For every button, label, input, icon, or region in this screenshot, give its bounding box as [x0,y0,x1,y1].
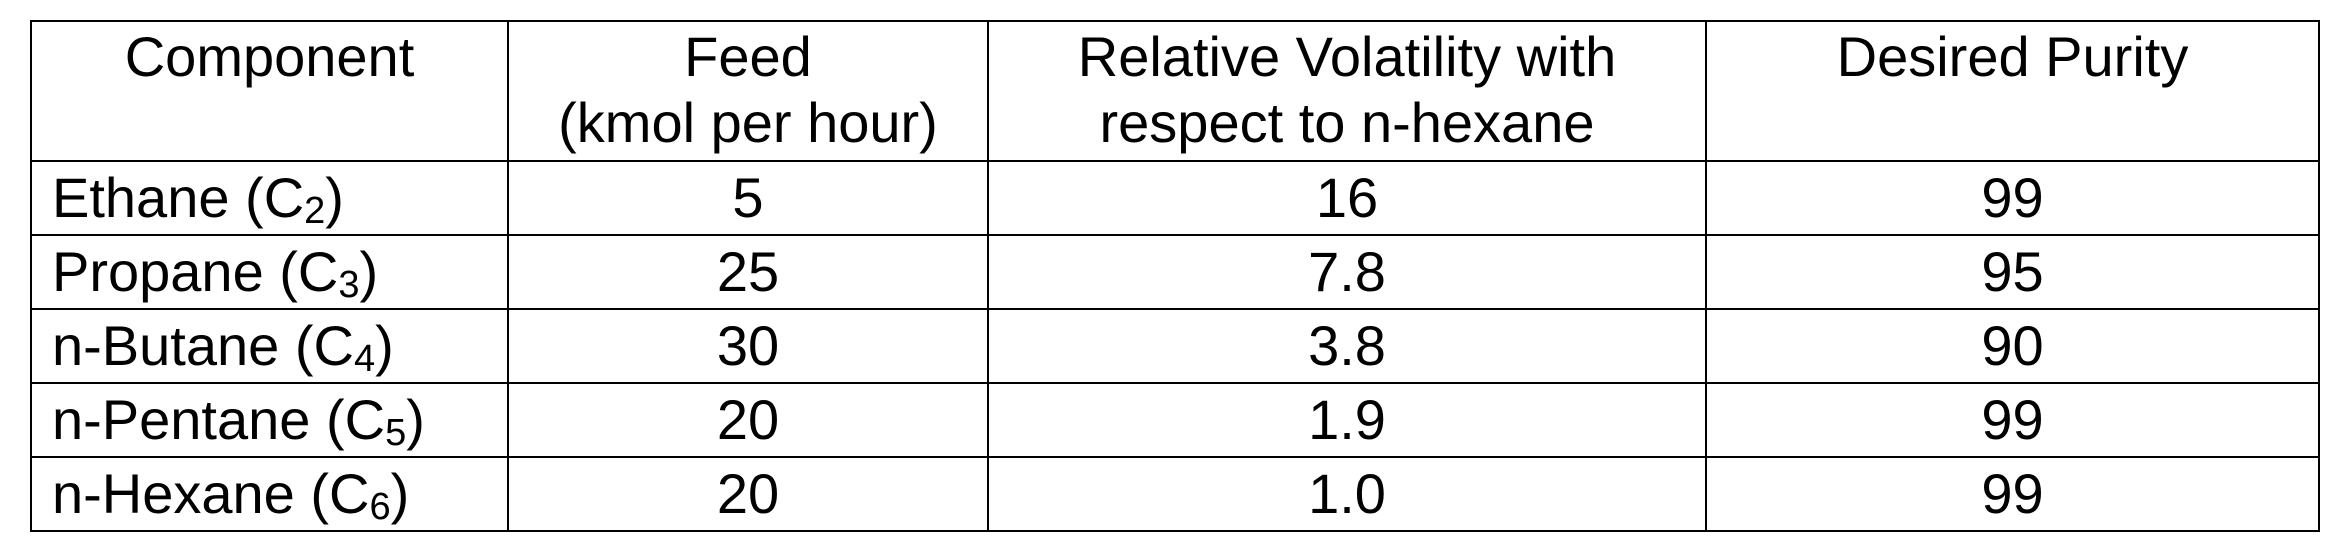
table-row-ethane: Ethane (C2) 5 16 99 [30,160,2320,236]
cell-feed: 30 [507,308,989,384]
header-volatility-line-1: Relative Volatility with [1077,25,1617,88]
header-volatility-line-2: respect to n-hexane [1099,91,1595,154]
cell-component: n-Hexane (C6) [30,456,509,532]
component-table-container: Component Feed (kmol per hour) Relative … [30,20,2320,532]
component-name: n-Pentane (C [52,388,386,451]
component-name: n-Hexane (C [52,462,370,525]
cell-feed: 20 [507,456,989,532]
cell-purity: 95 [1705,234,2320,310]
table-row-n-pentane: n-Pentane (C5) 20 1.9 99 [30,382,2320,458]
component-close: ) [375,314,394,377]
header-component-line-1: Component [124,25,415,88]
component-close: ) [359,240,379,303]
cell-volatility: 1.0 [987,456,1707,532]
table-row-n-hexane: n-Hexane (C6) 20 1.0 99 [30,456,2320,532]
header-purity-line-1: Desired Purity [1836,25,2189,88]
cell-component: n-Pentane (C5) [30,382,509,458]
header-volatility: Relative Volatility with respect to n-he… [987,20,1707,162]
header-component: Component [30,20,509,162]
component-close: ) [406,388,425,451]
header-feed-line-2: (kmol per hour) [558,91,938,154]
component-subscript: 3 [338,264,360,306]
cell-feed: 25 [507,234,989,310]
cell-feed: 20 [507,382,989,458]
cell-purity: 99 [1705,382,2320,458]
component-subscript: 5 [385,412,407,454]
component-name: n-Butane (C [52,314,354,377]
cell-purity: 99 [1705,456,2320,532]
header-purity: Desired Purity [1705,20,2320,162]
cell-purity: 99 [1705,160,2320,236]
cell-volatility: 3.8 [987,308,1707,384]
header-feed: Feed (kmol per hour) [507,20,989,162]
table-row-n-butane: n-Butane (C4) 30 3.8 90 [30,308,2320,384]
component-subscript: 4 [353,338,376,380]
cell-purity: 90 [1705,308,2320,384]
component-subscript: 2 [304,190,326,232]
table-row-propane: Propane (C3) 25 7.8 95 [30,234,2320,310]
cell-volatility: 16 [987,160,1707,236]
header-feed-line-1: Feed [684,25,812,88]
cell-volatility: 7.8 [987,234,1707,310]
cell-feed: 5 [507,160,989,236]
component-table: Component Feed (kmol per hour) Relative … [30,20,2320,532]
cell-component: Ethane (C2) [30,160,509,236]
component-subscript: 6 [369,486,391,528]
cell-component: Propane (C3) [30,234,509,310]
component-name: Propane (C [52,240,339,303]
component-close: ) [325,166,344,229]
header-row: Component Feed (kmol per hour) Relative … [30,20,2320,162]
component-name: Ethane (C [52,166,305,229]
cell-component: n-Butane (C4) [30,308,509,384]
cell-volatility: 1.9 [987,382,1707,458]
component-close: ) [390,462,410,525]
